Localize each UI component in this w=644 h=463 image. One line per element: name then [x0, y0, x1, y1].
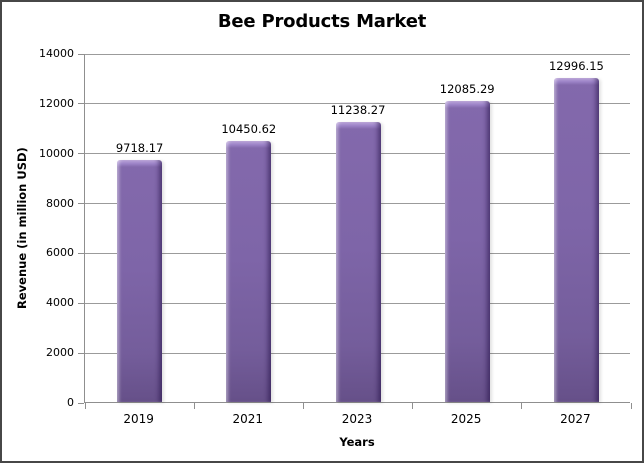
- y-tick-mark-14000: [78, 53, 84, 55]
- bar-value-label-2021: 10450.62: [221, 122, 277, 136]
- bar-2021: [226, 141, 272, 402]
- gridline-12000: [85, 103, 630, 105]
- bar-2025: [444, 101, 490, 402]
- x-axis-tick-labels: 2019 2021 2023 2025 2027: [84, 412, 630, 428]
- x-tick-label-2021: 2021: [232, 412, 264, 426]
- x-tick-mark-1: [193, 403, 195, 409]
- x-tick-label-2027: 2027: [560, 412, 591, 426]
- x-tick-mark-2: [302, 403, 304, 409]
- y-tick-label-4000: 4000: [46, 296, 74, 310]
- y-tick-mark-6000: [78, 252, 84, 254]
- y-tick-label-12000: 12000: [39, 96, 74, 110]
- x-axis-title: Years: [339, 435, 375, 449]
- x-tick-label-2025: 2025: [450, 412, 482, 426]
- y-tick-label-2000: 2000: [46, 346, 74, 360]
- x-tick-mark-5: [630, 403, 632, 409]
- bar-2023: [335, 122, 381, 402]
- y-axis-tick-labels: 0 2000 4000 6000 8000 10000 12000 14000: [2, 47, 74, 409]
- bar-value-label-2027: 12996.15: [548, 59, 604, 73]
- x-tick-label-2019: 2019: [123, 412, 154, 426]
- y-tick-label-0: 0: [67, 396, 74, 409]
- y-tick-label-6000: 6000: [46, 246, 74, 260]
- bar-2019: [117, 160, 163, 402]
- y-tick-mark-2000: [78, 352, 84, 354]
- y-tick-label-14000: 14000: [39, 47, 74, 60]
- y-tick-mark-12000: [78, 103, 84, 105]
- y-tick-label-10000: 10000: [39, 146, 74, 160]
- y-tick-mark-10000: [78, 153, 84, 155]
- bar-value-label-2023: 11238.27: [330, 103, 386, 117]
- bar-value-label-2019: 9718.17: [115, 141, 164, 155]
- chart-title: Bee Products Market: [217, 11, 427, 32]
- x-tick-mark-4: [521, 403, 523, 409]
- y-tick-mark-4000: [78, 302, 84, 304]
- bar-value-label-2025: 12085.29: [439, 82, 495, 96]
- bar-2027: [553, 78, 599, 402]
- y-tick-mark-8000: [78, 203, 84, 205]
- y-tick-label-8000: 8000: [46, 196, 74, 210]
- x-tick-mark-3: [412, 403, 414, 409]
- x-tick-mark-0: [84, 403, 86, 409]
- y-tick-mark-0: [78, 403, 84, 404]
- x-tick-label-2023: 2023: [341, 412, 373, 426]
- gridline-14000: [85, 53, 630, 55]
- plot-area: 9718.17 10450.62 11238.27 12085.29 12996.15: [78, 53, 632, 409]
